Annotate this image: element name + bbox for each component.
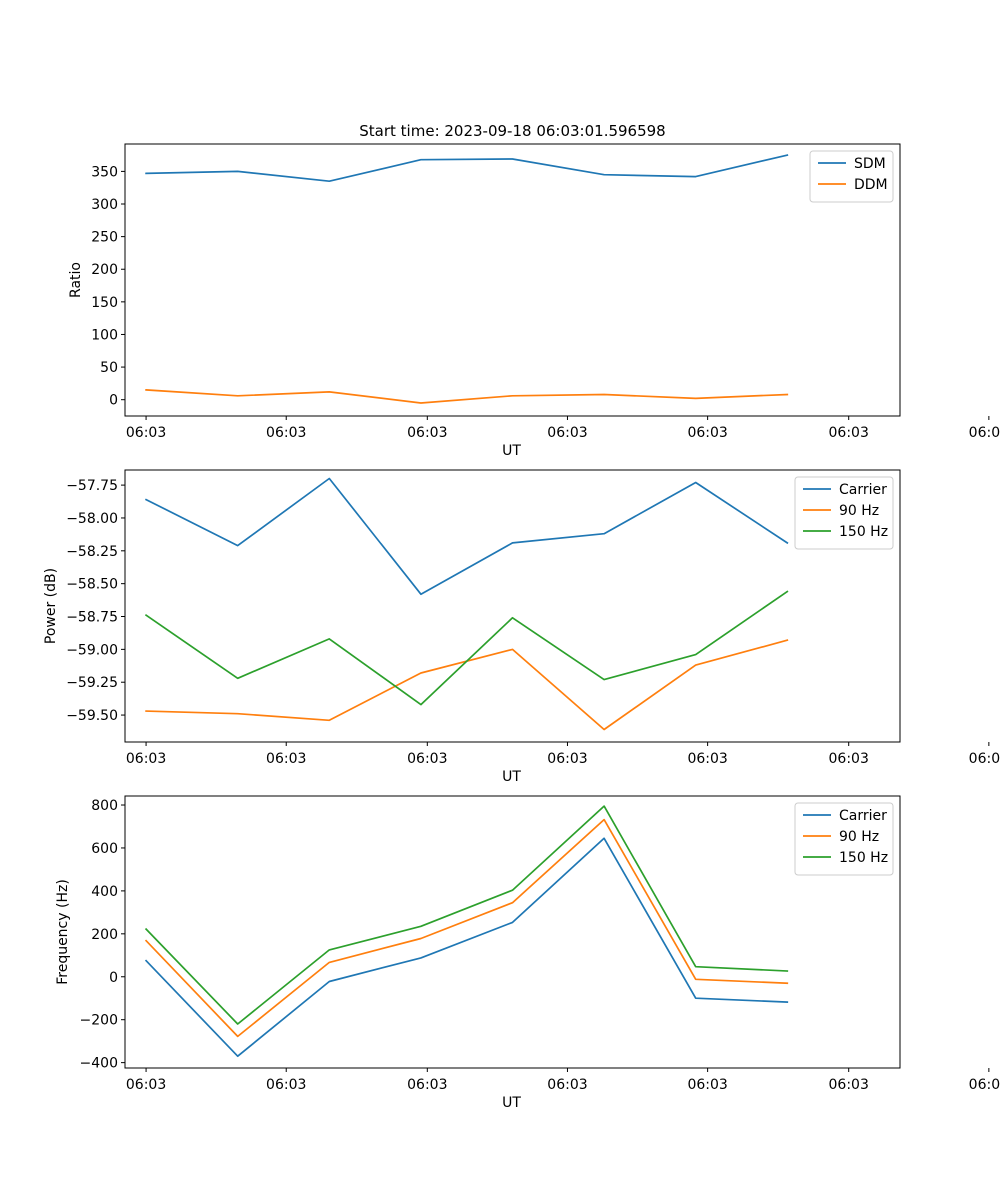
y-axis-label: Frequency (Hz) xyxy=(55,879,71,985)
series-line-carrier xyxy=(144,837,789,1058)
x-tick-label: 06:03 xyxy=(266,425,306,441)
y-tick-label: −400 xyxy=(80,1056,118,1072)
x-tick-label: 06:03 xyxy=(687,425,727,441)
x-tick-label: 06:03 xyxy=(687,1077,727,1093)
series-line-sdm xyxy=(145,154,789,183)
y-tick-label: 800 xyxy=(91,798,118,814)
y-tick-label: −59.00 xyxy=(66,642,118,658)
legend: Carrier 90 Hz 150 Hz xyxy=(794,476,894,550)
x-tick-label: 06:03 xyxy=(126,751,166,767)
y-tick-label: 300 xyxy=(91,197,118,213)
plot-frame xyxy=(124,143,901,417)
y-tick-label: 0 xyxy=(109,393,118,409)
x-tick-label: 06:03 xyxy=(829,751,869,767)
x-axis-label: UT xyxy=(502,1095,521,1111)
x-tick-label: 06:03 xyxy=(407,425,447,441)
y-tick-label: −58.00 xyxy=(66,511,118,527)
x-axis-label: UT xyxy=(502,443,521,459)
series-line-150-hz xyxy=(144,805,789,1025)
series-line-ddm xyxy=(145,388,789,404)
y-tick-label: 250 xyxy=(91,230,118,246)
x-tick-label: 06:03 xyxy=(407,1077,447,1093)
y-tick-label: 200 xyxy=(91,262,118,278)
series-line-90-hz xyxy=(145,639,789,731)
legend: Carrier 90 Hz 150 Hz xyxy=(794,802,894,876)
y-tick-label: 0 xyxy=(109,970,118,986)
x-tick-label: 06:04 xyxy=(969,751,1000,767)
y-tick-label: −58.50 xyxy=(66,577,118,593)
y-tick-label: 150 xyxy=(91,295,118,311)
legend: SDM DDM xyxy=(809,150,894,203)
y-tick-label: 400 xyxy=(91,884,118,900)
chart-panel-2: 06:03 06:03 06:03 06:03 06:03 06:03 06:04 −59.5… xyxy=(43,469,1000,785)
legend-label: 90 Hz xyxy=(839,829,879,845)
legend-label: SDM xyxy=(854,156,886,172)
legend-label: DDM xyxy=(854,177,888,193)
series-line-150-hz xyxy=(144,590,789,706)
x-tick-label: 06:03 xyxy=(126,425,166,441)
x-tick-label: 06:03 xyxy=(407,751,447,767)
x-tick-label: 06:03 xyxy=(547,1077,587,1093)
chart-panel-1: Start time: 2023-09-18 06:03:01.596598 06… xyxy=(68,122,1000,459)
y-tick-label: 600 xyxy=(91,841,118,857)
y-axis-label: Ratio xyxy=(68,262,84,298)
y-tick-label: 200 xyxy=(91,927,118,943)
chart-panel-3: 06:03 06:03 06:03 06:03 06:03 06:03 06:04 −400 −… xyxy=(55,795,1000,1111)
y-tick-label: 350 xyxy=(91,164,118,180)
legend-label: 150 Hz xyxy=(839,524,888,540)
chart-title: Start time: 2023-09-18 06:03:01.596598 xyxy=(359,122,665,140)
series-line-90-hz xyxy=(144,818,789,1038)
legend-label: Carrier xyxy=(839,482,887,498)
plot-frame xyxy=(124,469,901,743)
y-tick-label: −57.75 xyxy=(66,478,118,494)
y-tick-label: −58.25 xyxy=(66,544,118,560)
y-tick-label: −59.25 xyxy=(66,675,118,691)
x-tick-label: 06:04 xyxy=(969,1077,1000,1093)
series-line-carrier xyxy=(144,477,789,596)
legend-label: 150 Hz xyxy=(839,850,888,866)
x-tick-label: 06:03 xyxy=(829,425,869,441)
plot-frame xyxy=(124,795,901,1069)
x-tick-label: 06:04 xyxy=(969,425,1000,441)
y-tick-label: −200 xyxy=(80,1013,118,1029)
x-tick-label: 06:03 xyxy=(126,1077,166,1093)
y-tick-label: 50 xyxy=(100,360,118,376)
y-tick-label: 100 xyxy=(91,327,118,343)
legend-label: Carrier xyxy=(839,808,887,824)
y-axis-label: Power (dB) xyxy=(43,568,59,644)
x-tick-label: 06:03 xyxy=(547,751,587,767)
x-axis-label: UT xyxy=(502,769,521,785)
x-tick-label: 06:03 xyxy=(687,751,727,767)
y-tick-label: −58.75 xyxy=(66,610,118,626)
x-tick-label: 06:03 xyxy=(266,751,306,767)
x-tick-label: 06:03 xyxy=(547,425,587,441)
legend-label: 90 Hz xyxy=(839,503,879,519)
y-tick-label: −59.50 xyxy=(66,708,118,724)
x-tick-label: 06:03 xyxy=(829,1077,869,1093)
x-tick-label: 06:03 xyxy=(266,1077,306,1093)
